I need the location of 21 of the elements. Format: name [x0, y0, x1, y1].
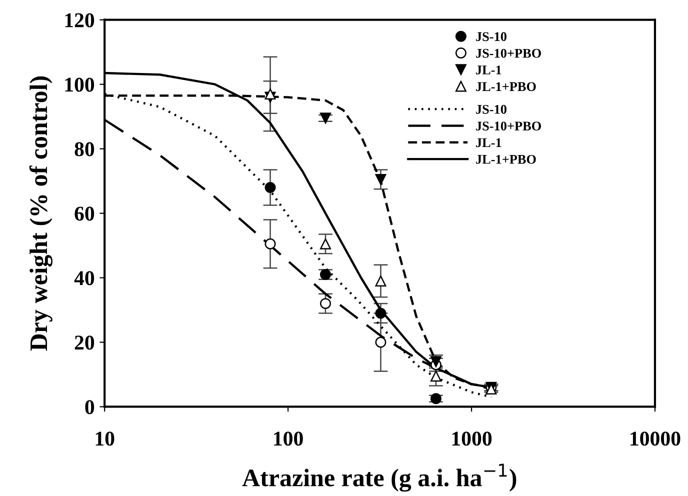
- y-tick-label: 80: [74, 142, 94, 156]
- y-tick-label: 100: [65, 78, 94, 92]
- y-axis-title: Dry weight (% of control): [29, 76, 52, 351]
- y-tick-label: 60: [74, 206, 94, 221]
- x-tick-label: 1000: [452, 432, 492, 446]
- x-axis-title: Atrazine rate (g a.i. ha$^{−1}$): [242, 464, 516, 492]
- legend-label: JL-1: [476, 66, 502, 74]
- legend-label: JL-1+PBO: [476, 82, 536, 92]
- legend-label: JS-10+PBO: [476, 48, 541, 58]
- y-tick-label: 120: [65, 13, 94, 28]
- legend-label: JS-10: [476, 104, 506, 114]
- y-tick-label: 20: [74, 336, 94, 350]
- legend-label: JS-10: [476, 32, 506, 42]
- y-tick-label: 40: [74, 271, 94, 286]
- y-tick-label: 0: [85, 400, 94, 414]
- x-tick-label: 10: [96, 432, 114, 446]
- legend-label: JL-1: [476, 138, 502, 148]
- x-tick-label: 10000: [630, 432, 680, 446]
- legend-label: JL-1+PBO: [476, 154, 536, 164]
- x-tick-label: 100: [274, 432, 303, 446]
- legend-label: JS-10+PBO: [476, 122, 541, 130]
